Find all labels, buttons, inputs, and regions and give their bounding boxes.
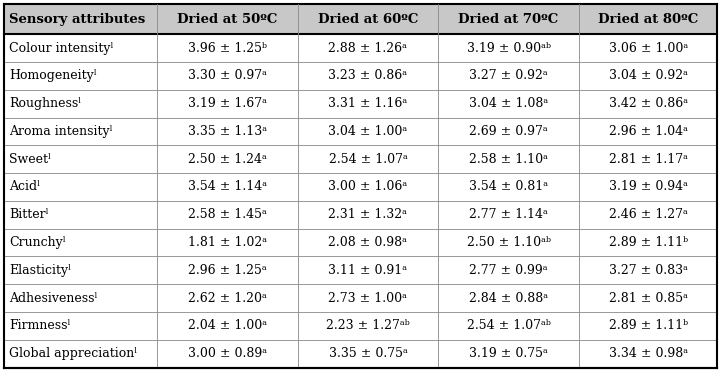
- Bar: [4, 34, 717, 62]
- Text: 2.88 ± 1.26ᵃ: 2.88 ± 1.26ᵃ: [329, 42, 407, 55]
- Text: Global appreciationˡ: Global appreciationˡ: [9, 347, 138, 360]
- Text: 2.77 ± 1.14ᵃ: 2.77 ± 1.14ᵃ: [469, 208, 548, 221]
- Bar: [4, 201, 717, 229]
- Text: 3.00 ± 0.89ᵃ: 3.00 ± 0.89ᵃ: [187, 347, 267, 360]
- Text: 2.89 ± 1.11ᵇ: 2.89 ± 1.11ᵇ: [609, 236, 688, 249]
- Bar: [438, 4, 579, 34]
- Text: 2.23 ± 1.27ᵃᵇ: 2.23 ± 1.27ᵃᵇ: [326, 320, 410, 332]
- Text: Crunchyˡ: Crunchyˡ: [9, 236, 66, 249]
- Text: Homogeneityˡ: Homogeneityˡ: [9, 70, 97, 83]
- Text: 2.58 ± 1.10ᵃ: 2.58 ± 1.10ᵃ: [469, 153, 548, 166]
- Bar: [4, 340, 717, 368]
- Text: Sweetˡ: Sweetˡ: [9, 153, 51, 166]
- Text: 3.54 ± 0.81ᵃ: 3.54 ± 0.81ᵃ: [469, 180, 548, 193]
- Text: 2.08 ± 0.98ᵃ: 2.08 ± 0.98ᵃ: [329, 236, 407, 249]
- Text: 2.58 ± 1.45ᵃ: 2.58 ± 1.45ᵃ: [188, 208, 267, 221]
- Text: 2.81 ± 1.17ᵃ: 2.81 ± 1.17ᵃ: [609, 153, 688, 166]
- Text: Sensory attributes: Sensory attributes: [9, 13, 146, 26]
- Text: 3.96 ± 1.25ᵇ: 3.96 ± 1.25ᵇ: [188, 42, 267, 55]
- Text: Acidˡ: Acidˡ: [9, 180, 40, 193]
- Text: 2.54 ± 1.07ᵃᵇ: 2.54 ± 1.07ᵃᵇ: [466, 320, 551, 332]
- Text: 2.62 ± 1.20ᵃ: 2.62 ± 1.20ᵃ: [188, 292, 267, 305]
- Text: 2.96 ± 1.04ᵃ: 2.96 ± 1.04ᵃ: [609, 125, 688, 138]
- Bar: [4, 4, 157, 34]
- Text: 3.19 ± 0.90ᵃᵇ: 3.19 ± 0.90ᵃᵇ: [466, 42, 551, 55]
- Bar: [298, 4, 438, 34]
- Text: 2.69 ± 0.97ᵃ: 2.69 ± 0.97ᵃ: [469, 125, 548, 138]
- Bar: [4, 90, 717, 118]
- Text: 2.73 ± 1.00ᵃ: 2.73 ± 1.00ᵃ: [329, 292, 407, 305]
- Text: 2.54 ± 1.07ᵃ: 2.54 ± 1.07ᵃ: [329, 153, 407, 166]
- Text: 3.27 ± 0.92ᵃ: 3.27 ± 0.92ᵃ: [469, 70, 548, 83]
- Text: 3.04 ± 1.08ᵃ: 3.04 ± 1.08ᵃ: [469, 97, 548, 110]
- Text: 2.50 ± 1.24ᵃ: 2.50 ± 1.24ᵃ: [188, 153, 267, 166]
- Text: 3.11 ± 0.91ᵃ: 3.11 ± 0.91ᵃ: [329, 264, 407, 277]
- Text: 3.04 ± 1.00ᵃ: 3.04 ± 1.00ᵃ: [328, 125, 407, 138]
- Text: 3.19 ± 0.94ᵃ: 3.19 ± 0.94ᵃ: [609, 180, 688, 193]
- Text: 2.84 ± 0.88ᵃ: 2.84 ± 0.88ᵃ: [469, 292, 548, 305]
- Text: 3.35 ± 1.13ᵃ: 3.35 ± 1.13ᵃ: [187, 125, 267, 138]
- Text: 3.06 ± 1.00ᵃ: 3.06 ± 1.00ᵃ: [609, 42, 688, 55]
- Text: Dried at 50ºC: Dried at 50ºC: [177, 13, 278, 26]
- Text: 3.27 ± 0.83ᵃ: 3.27 ± 0.83ᵃ: [609, 264, 688, 277]
- Text: Firmnessˡ: Firmnessˡ: [9, 320, 71, 332]
- Text: 3.31 ± 1.16ᵃ: 3.31 ± 1.16ᵃ: [328, 97, 407, 110]
- Text: Dried at 70ºC: Dried at 70ºC: [459, 13, 559, 26]
- Bar: [4, 118, 717, 145]
- Bar: [579, 4, 717, 34]
- Text: 3.00 ± 1.06ᵃ: 3.00 ± 1.06ᵃ: [328, 180, 407, 193]
- Text: 2.81 ± 0.85ᵃ: 2.81 ± 0.85ᵃ: [609, 292, 688, 305]
- Text: Dried at 80ºC: Dried at 80ºC: [598, 13, 698, 26]
- Bar: [4, 62, 717, 90]
- Text: Aroma intensityˡ: Aroma intensityˡ: [9, 125, 113, 138]
- Text: Adhesivenessˡ: Adhesivenessˡ: [9, 292, 98, 305]
- Bar: [4, 173, 717, 201]
- Text: 3.34 ± 0.98ᵃ: 3.34 ± 0.98ᵃ: [609, 347, 688, 360]
- Text: 1.81 ± 1.02ᵃ: 1.81 ± 1.02ᵃ: [187, 236, 267, 249]
- Text: Elasticityˡ: Elasticityˡ: [9, 264, 71, 277]
- Bar: [4, 229, 717, 256]
- Text: 3.54 ± 1.14ᵃ: 3.54 ± 1.14ᵃ: [187, 180, 267, 193]
- Text: Roughnessˡ: Roughnessˡ: [9, 97, 81, 110]
- Text: Colour intensityˡ: Colour intensityˡ: [9, 42, 114, 55]
- Text: Dried at 60ºC: Dried at 60ºC: [318, 13, 418, 26]
- Text: 2.77 ± 0.99ᵃ: 2.77 ± 0.99ᵃ: [469, 264, 548, 277]
- Text: 2.96 ± 1.25ᵃ: 2.96 ± 1.25ᵃ: [188, 264, 267, 277]
- Bar: [4, 256, 717, 284]
- Text: 2.31 ± 1.32ᵃ: 2.31 ± 1.32ᵃ: [329, 208, 407, 221]
- Text: 3.35 ± 0.75ᵃ: 3.35 ± 0.75ᵃ: [329, 347, 407, 360]
- Text: 2.46 ± 1.27ᵃ: 2.46 ± 1.27ᵃ: [609, 208, 688, 221]
- Text: Bitterˡ: Bitterˡ: [9, 208, 49, 221]
- Text: 3.42 ± 0.86ᵃ: 3.42 ± 0.86ᵃ: [609, 97, 688, 110]
- Bar: [4, 145, 717, 173]
- Text: 3.30 ± 0.97ᵃ: 3.30 ± 0.97ᵃ: [188, 70, 267, 83]
- Text: 2.04 ± 1.00ᵃ: 2.04 ± 1.00ᵃ: [187, 320, 267, 332]
- Text: 2.89 ± 1.11ᵇ: 2.89 ± 1.11ᵇ: [609, 320, 688, 332]
- Text: 3.19 ± 0.75ᵃ: 3.19 ± 0.75ᵃ: [469, 347, 548, 360]
- Text: 2.50 ± 1.10ᵃᵇ: 2.50 ± 1.10ᵃᵇ: [466, 236, 551, 249]
- Bar: [157, 4, 298, 34]
- Bar: [4, 284, 717, 312]
- Text: 3.19 ± 1.67ᵃ: 3.19 ± 1.67ᵃ: [188, 97, 267, 110]
- Text: 3.04 ± 0.92ᵃ: 3.04 ± 0.92ᵃ: [609, 70, 688, 83]
- Bar: [4, 312, 717, 340]
- Text: 3.23 ± 0.86ᵃ: 3.23 ± 0.86ᵃ: [329, 70, 407, 83]
